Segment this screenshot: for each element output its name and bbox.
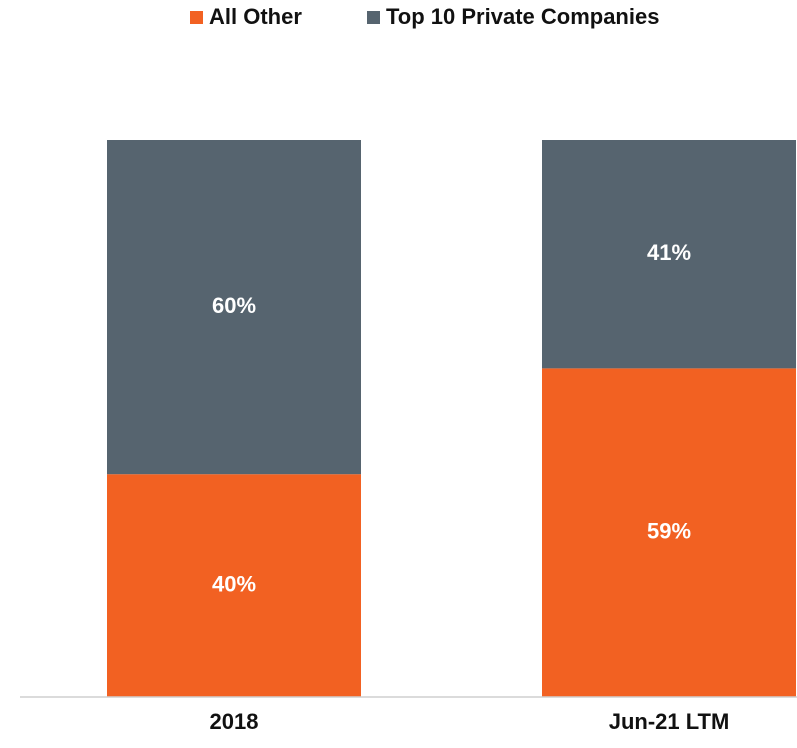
x-tick-label: 2018 [210, 709, 259, 734]
value-label: 40% [212, 571, 256, 596]
legend-swatch [367, 11, 380, 24]
bar-segment [542, 368, 796, 697]
bar-segment [107, 474, 361, 697]
bar-segment [107, 140, 361, 475]
x-tick-label: Jun-21 LTM [609, 709, 730, 734]
bar-segment [542, 140, 796, 369]
legend-swatch [190, 11, 203, 24]
value-label: 41% [647, 240, 691, 265]
legend-label: Top 10 Private Companies [386, 4, 659, 29]
value-label: 60% [212, 293, 256, 318]
value-label: 59% [647, 518, 691, 543]
legend-label: All Other [209, 4, 302, 29]
